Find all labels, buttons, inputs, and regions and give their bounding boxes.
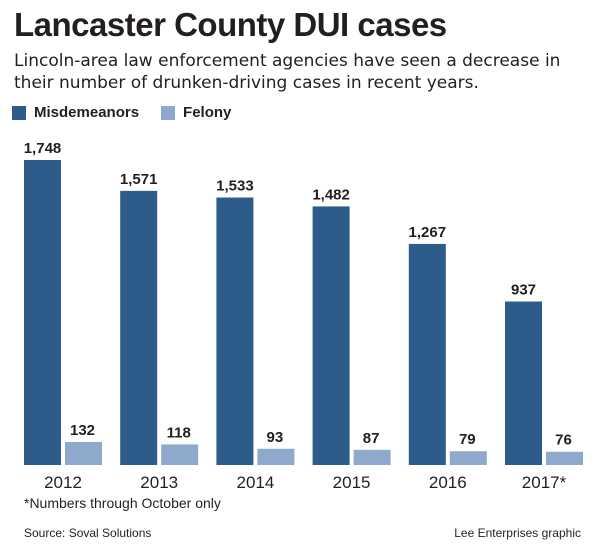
bar-misdemeanors-1 [120,190,158,466]
bar-felony-3 [353,449,391,465]
x-tick-label-0: 2012 [44,473,82,492]
data-label-felony-4: 79 [459,431,476,448]
legend: Misdemeanors Felony [12,104,253,121]
data-label-misdemeanors-0: 1,748 [24,140,62,157]
legend-item-felony: Felony [161,104,231,121]
bar-felony-4 [449,451,487,465]
legend-swatch-misdemeanors [12,105,26,120]
chart-subtitle: Lincoln-area law enforcement agencies ha… [14,51,561,93]
legend-item-misdemeanors: Misdemeanors [12,104,139,121]
chart-title: Lancaster County DUI cases [14,6,447,43]
source-text: Source: Soval Solutions [24,526,152,540]
x-tick-label-3: 2015 [333,473,371,492]
data-label-felony-5: 76 [555,432,572,449]
x-tick-label-2: 2014 [236,473,274,492]
bar-felony-0 [65,441,102,465]
bar-felony-2 [257,448,295,465]
bar-misdemeanors-3 [312,206,350,466]
bar-misdemeanors-5 [505,301,542,465]
footnote: *Numbers through October only [24,495,221,511]
bar-misdemeanors-2 [216,197,254,466]
data-label-misdemeanors-5: 937 [511,282,536,299]
data-label-felony-0: 132 [70,422,95,439]
data-label-felony-2: 93 [267,429,284,446]
data-label-misdemeanors-4: 1,267 [409,224,447,241]
data-label-felony-1: 118 [167,424,191,441]
bar-felony-5 [546,451,583,465]
bar-misdemeanors-0 [24,160,61,465]
data-label-misdemeanors-3: 1,482 [312,186,350,203]
legend-label-misdemeanors: Misdemeanors [34,104,140,121]
x-tick-label-5: 2017* [522,473,567,492]
x-tick-label-1: 2013 [140,473,178,492]
legend-label-felony: Felony [183,104,232,121]
data-label-misdemeanors-2: 1,533 [216,178,254,195]
bar-felony-1 [161,444,199,465]
bar-misdemeanors-4 [408,243,446,465]
data-label-misdemeanors-1: 1,571 [120,171,158,188]
legend-swatch-felony [161,105,176,120]
x-tick-label-4: 2016 [429,473,467,492]
data-label-felony-3: 87 [363,430,380,447]
credit-text: Lee Enterprises graphic [454,526,581,540]
